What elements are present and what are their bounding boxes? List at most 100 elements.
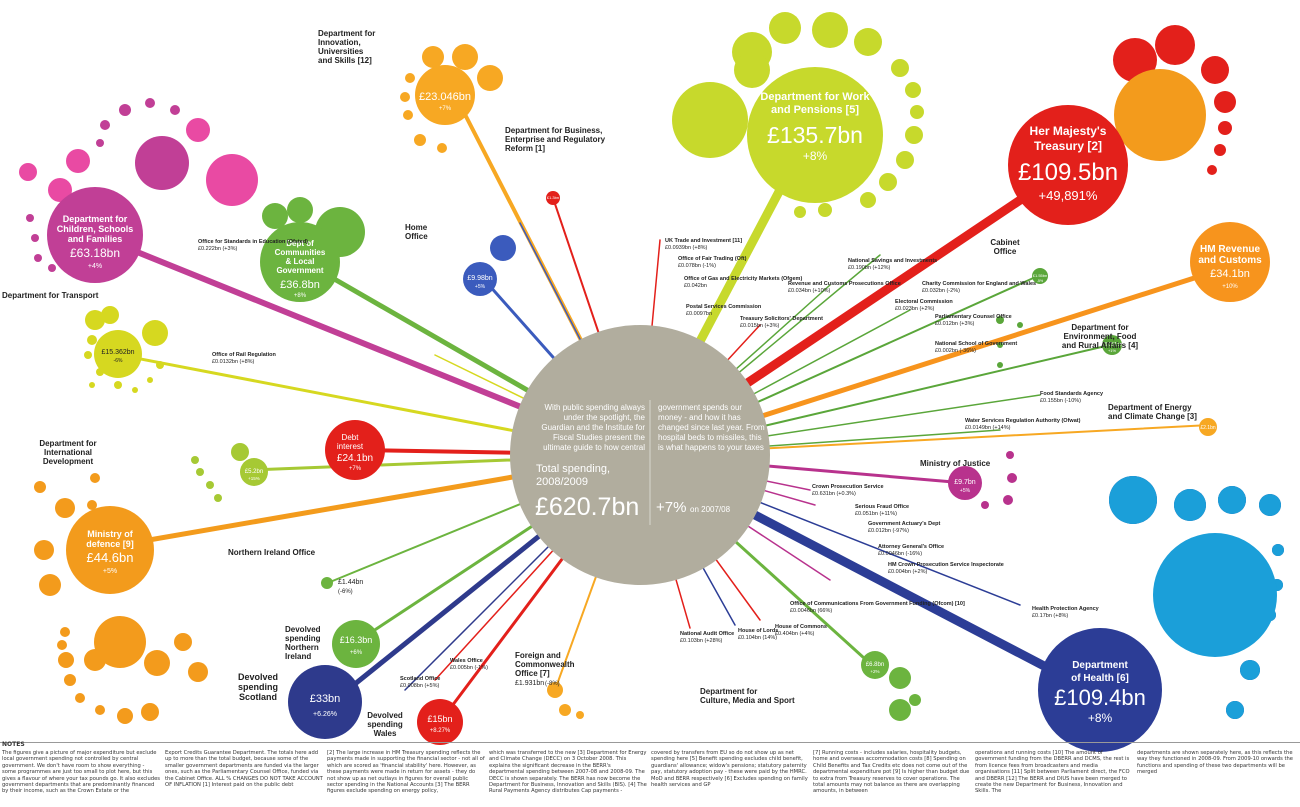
bubble-hmrc[interactable] xyxy=(1190,222,1270,302)
children-change: +4% xyxy=(88,263,102,270)
bubble-transport[interactable] xyxy=(94,330,142,378)
svg-text:money - and how it has: money - and how it has xyxy=(658,413,741,422)
body-ago: Attorney General's Office xyxy=(878,544,944,550)
bubble-defence[interactable] xyxy=(66,506,154,594)
center-intro-right: government spends our money - and how it… xyxy=(658,403,765,452)
justice-change: +5% xyxy=(960,488,971,494)
treasury-change: +49,891% xyxy=(1039,188,1098,203)
bubble-work[interactable] xyxy=(747,67,883,203)
culture-name-2: Culture, Media and Sport xyxy=(700,696,795,705)
footnote-col: covered by transfers from EU so do not s… xyxy=(651,750,808,789)
scotland-change: +6.26% xyxy=(313,711,337,718)
bubble-culture[interactable] xyxy=(861,651,889,679)
body-ofsted: Office for Standards in Education (Ofste… xyxy=(198,239,308,245)
cabinet-name: Cabinet xyxy=(990,238,1020,247)
body-nsg: National School of Government xyxy=(935,341,1017,347)
footnote-col: Export Credits Guarantee Department. The… xyxy=(165,750,323,789)
homeoffice-value: £9.98bn xyxy=(467,275,492,282)
bubble-cabinet[interactable] xyxy=(1032,268,1048,284)
body-fsa: Food Standards Agency xyxy=(1040,391,1104,397)
bubble-scotland[interactable] xyxy=(288,665,362,739)
energy-value: £2.1bn xyxy=(1200,425,1216,431)
hmrc-value: £34.1bn xyxy=(1210,268,1250,280)
bubble-bis[interactable] xyxy=(546,191,560,205)
total-value: £620.7bn xyxy=(535,493,639,521)
defence-name: Ministry of xyxy=(87,529,134,539)
body-nsi: National Savings and Investments xyxy=(848,258,937,264)
body-ofgem-value: £0.042bn xyxy=(684,283,707,289)
bubble-wales[interactable] xyxy=(417,699,463,745)
bubble-children[interactable] xyxy=(47,187,143,283)
communities-value: £36.8bn xyxy=(280,279,320,291)
culture-change: +2% xyxy=(870,669,879,674)
nireland-name: Devolved xyxy=(285,625,321,634)
bubble-innovation[interactable] xyxy=(415,65,475,125)
svg-text:under the spotlight, the: under the spotlight, the xyxy=(564,413,646,422)
wales-name-3: Wales xyxy=(374,729,397,738)
scotland-value: £33bn xyxy=(310,693,341,705)
bubble-health[interactable] xyxy=(1038,628,1162,752)
body-postal-value: £0.0097bn xyxy=(686,311,712,317)
scotland-name: Devolved xyxy=(238,672,278,682)
debt-change: +7% xyxy=(349,466,362,472)
bubble-homeoffice[interactable] xyxy=(463,262,497,296)
environment-change: +1% xyxy=(1108,348,1117,353)
body-hmcpsi-value: £0.004bn (+2%) xyxy=(888,569,927,575)
transport-change: -6% xyxy=(114,358,123,364)
body-ofgem: Office of Gas and Electricity Markets (O… xyxy=(684,276,802,282)
footnotes-rule xyxy=(0,742,1300,743)
bubble-environment[interactable] xyxy=(1102,335,1122,355)
footnote-col: operations and running costs [10] The am… xyxy=(975,750,1130,795)
intldev-name: Department for xyxy=(39,439,96,448)
center-intro-left: With public spending always under the sp… xyxy=(541,403,645,452)
bis-value: £1.3bn xyxy=(547,195,559,200)
body-ofcom-value: £0.0046bn (66%) xyxy=(790,608,832,614)
body-scotland-office-value: £0.008bn (+5%) xyxy=(400,683,439,689)
transport-value: £15.362bn xyxy=(101,349,134,356)
bubble-justice[interactable] xyxy=(948,466,982,500)
intldev-change: +15% xyxy=(248,476,260,481)
innovation-value: £23.046bn xyxy=(419,91,471,103)
hmrc-name-2: and Customs xyxy=(1198,255,1262,266)
body-cps-value: £0.631bn (+0.3%) xyxy=(812,491,856,497)
bubble-foreign[interactable] xyxy=(547,682,563,698)
bis-name-3: Reform [1] xyxy=(505,144,545,153)
body-scotland-office: Scotland Office xyxy=(400,676,440,682)
bubble-communities[interactable] xyxy=(260,222,340,302)
body-electoral: Electoral Commission xyxy=(895,299,953,305)
body-hmcpsi: HM Crown Prosecution Service Inspectorat… xyxy=(888,562,1004,568)
work-name-2: and Pensions [5] xyxy=(771,104,859,116)
culture-name: Department for xyxy=(700,687,757,696)
justice-name: Ministry of Justice xyxy=(920,459,991,468)
bubble-debt[interactable] xyxy=(325,420,385,480)
body-lords: House of Lords xyxy=(738,628,778,634)
cabinet-change: -5% xyxy=(1037,279,1043,283)
bubble-nireland[interactable] xyxy=(332,620,380,668)
environment-name: Department for xyxy=(1071,323,1128,332)
footnote-col: The figures give a picture of major expe… xyxy=(2,750,160,795)
homeoffice-name: Home xyxy=(405,223,428,232)
body-oft: Office of Fair Trading (Oft) xyxy=(678,256,747,262)
svg-text:Fiscal Studies present the: Fiscal Studies present the xyxy=(553,433,646,442)
innovation-name-3: Universities xyxy=(318,47,364,56)
svg-text:Guardian and the Institute for: Guardian and the Institute for xyxy=(541,423,645,432)
health-value: £109.4bn xyxy=(1054,685,1146,710)
communities-name-2: Communities xyxy=(275,248,326,257)
bubble-nio[interactable] xyxy=(321,577,333,589)
nio-name: Northern Ireland Office xyxy=(228,548,316,557)
work-change: +8% xyxy=(803,149,828,163)
bubble-intldev[interactable] xyxy=(240,458,268,486)
body-sfo: Serious Fraud Office xyxy=(855,504,909,510)
culture-value: £6.8bn xyxy=(866,662,884,668)
foreign-name-3: Office [7] xyxy=(515,669,550,678)
body-ukti: UK Trade and Investment [11] xyxy=(665,238,742,244)
total-label: Total spending, xyxy=(536,463,610,475)
body-nao-value: £0.103bn (+28%) xyxy=(680,638,723,644)
bubble-treasury[interactable] xyxy=(1008,105,1128,225)
health-name-2: of Health [6] xyxy=(1071,673,1129,684)
bubble-energy[interactable] xyxy=(1199,418,1217,436)
total-change-note: on 2007/08 xyxy=(690,505,731,514)
hmrc-name: HM Revenue xyxy=(1200,244,1260,255)
innovation-name: Department for xyxy=(318,29,375,38)
